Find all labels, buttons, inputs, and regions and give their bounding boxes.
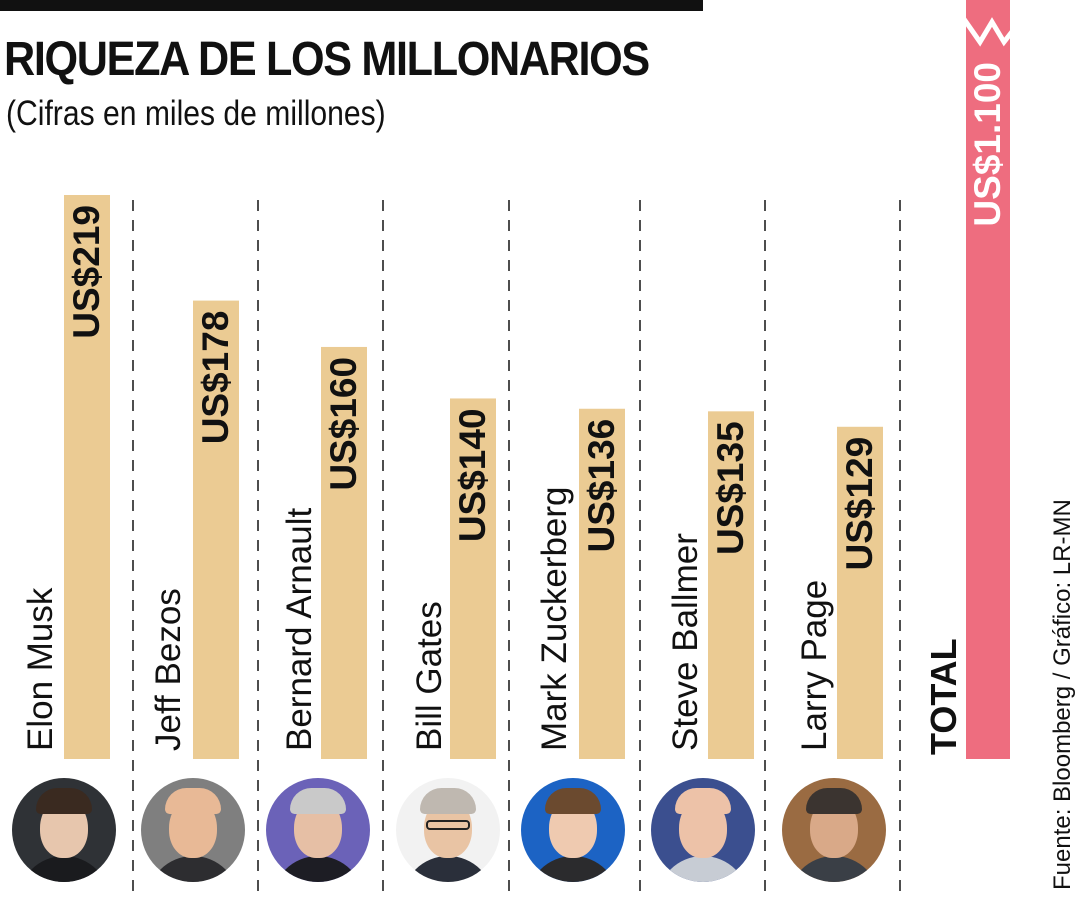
bar [450,398,496,759]
portrait-body [402,856,494,882]
column-dividers [132,200,901,895]
category-label: Jeff Bezos [149,588,188,751]
portrait-steve-ballmer-icon [651,778,755,882]
value-label: US$129 [839,437,880,571]
total-group: US$1.100 TOTAL [923,0,1034,759]
portrait-hair [165,788,221,814]
value-label: US$136 [581,419,622,553]
portrait-hair [545,788,601,814]
bar [708,411,754,759]
top-rule [0,0,703,11]
bars: US$219 Elon Musk US$178 Jeff Bezos US$160Ber… [21,195,883,759]
bar [193,300,239,759]
portrait-glasses [426,820,470,830]
portrait-hair [36,788,92,814]
bar [64,195,110,759]
source-group: Fuente: Bloomberg / Gráfico: LR-MN [1049,499,1076,890]
portrait-hair [290,788,346,814]
category-label: Bill Gates [410,601,449,751]
source-note: Fuente: Bloomberg / Gráfico: LR-MN [1049,499,1076,890]
value-label: US$219 [66,205,107,339]
portrait-body [272,856,364,882]
value-label: US$135 [710,421,751,555]
portrait-hair [806,788,862,814]
bar [579,408,625,759]
portrait-hair [420,788,476,814]
bar [321,346,367,759]
portrait-larry-page-icon [782,778,886,882]
category-label: Steve Ballmer [666,533,705,751]
total-bar [966,0,1010,759]
portrait-body [788,856,880,882]
portrait-hair [675,788,731,814]
total-label: TOTAL [923,638,964,755]
category-label: Mark Zuckerberg [535,486,574,751]
chart-subtitle: (Cifras en miles de millones) [6,94,386,133]
category-label: Larry Page [795,580,834,751]
total-value-label: US$1.100 [967,62,1008,227]
bar [837,426,883,759]
portrait-body [527,856,619,882]
value-label: US$140 [452,408,493,542]
portrait-body [657,856,749,882]
category-label: Bernard Arnault [280,508,319,751]
portrait-elon-musk-icon [12,778,116,882]
portrait-mark-zuckerberg-icon [521,778,625,882]
portrait-body [18,856,110,882]
value-label: US$160 [323,357,364,491]
axis-break-mark [923,17,1034,47]
portrait-bernard-arnault-icon [266,778,370,882]
value-label: US$178 [195,311,236,445]
portrait-bill-gates-icon [396,778,500,882]
category-label: Elon Musk [21,587,60,751]
portrait-jeff-bezos-icon [141,778,245,882]
chart-title: RIQUEZA DE LOS MILLONARIOS [4,33,650,86]
portrait-body [147,856,239,882]
